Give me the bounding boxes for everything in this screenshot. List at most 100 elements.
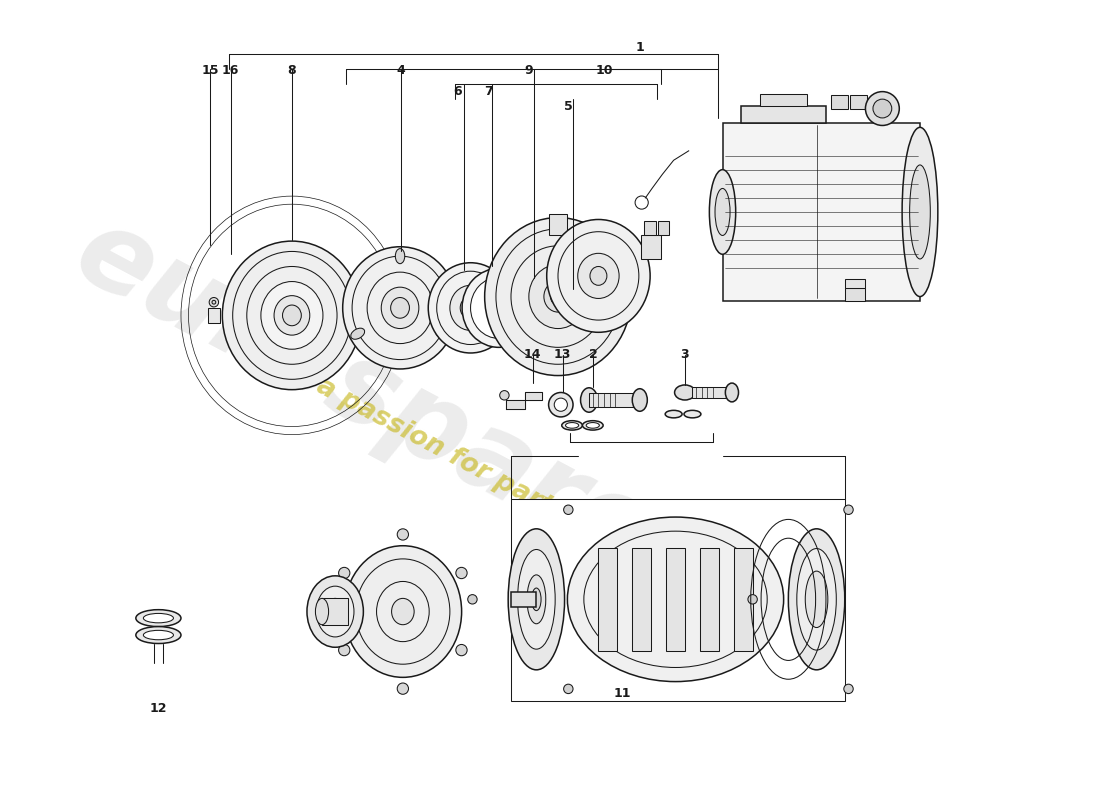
Circle shape (844, 505, 854, 514)
Ellipse shape (352, 256, 448, 359)
Ellipse shape (376, 582, 429, 642)
Ellipse shape (274, 296, 310, 335)
Circle shape (455, 567, 468, 578)
Ellipse shape (143, 614, 174, 623)
Ellipse shape (326, 598, 344, 625)
Text: 1: 1 (636, 41, 645, 54)
Ellipse shape (367, 272, 433, 343)
Ellipse shape (344, 546, 462, 678)
Ellipse shape (543, 281, 572, 312)
Text: 3: 3 (681, 348, 690, 362)
Text: 15: 15 (201, 65, 219, 78)
Bar (700, 548, 718, 651)
Ellipse shape (390, 298, 409, 318)
Text: 16: 16 (221, 65, 239, 78)
Text: 14: 14 (524, 348, 541, 362)
Ellipse shape (246, 266, 337, 364)
Ellipse shape (805, 571, 828, 627)
Ellipse shape (261, 282, 323, 350)
Circle shape (339, 645, 350, 656)
Ellipse shape (283, 305, 301, 326)
Ellipse shape (485, 218, 631, 375)
Bar (598, 548, 617, 651)
Ellipse shape (471, 278, 527, 338)
Bar (645, 222, 656, 234)
Circle shape (499, 390, 509, 400)
Ellipse shape (910, 165, 931, 259)
Ellipse shape (666, 410, 682, 418)
Ellipse shape (796, 549, 836, 650)
Ellipse shape (317, 586, 354, 637)
Ellipse shape (488, 297, 509, 319)
Bar (723, 122, 920, 302)
Bar (734, 548, 752, 651)
Bar (667, 548, 685, 651)
Ellipse shape (527, 575, 546, 624)
Ellipse shape (725, 383, 738, 402)
Ellipse shape (395, 249, 405, 264)
Circle shape (635, 196, 648, 209)
Circle shape (212, 300, 216, 304)
Ellipse shape (512, 246, 605, 347)
Ellipse shape (135, 626, 182, 643)
Text: 10: 10 (595, 65, 613, 78)
Bar (845, 288, 866, 302)
Circle shape (339, 567, 350, 578)
Bar (640, 234, 661, 259)
Bar (322, 598, 349, 625)
Ellipse shape (674, 385, 695, 400)
Circle shape (209, 298, 219, 307)
Bar (227, 298, 240, 308)
Circle shape (397, 683, 408, 694)
Ellipse shape (343, 246, 458, 369)
Circle shape (563, 505, 573, 514)
Ellipse shape (143, 630, 174, 640)
Ellipse shape (565, 422, 579, 428)
Text: a passion for parts since 1985: a passion for parts since 1985 (311, 373, 719, 606)
Ellipse shape (382, 287, 419, 329)
Circle shape (873, 99, 892, 118)
Ellipse shape (550, 288, 565, 305)
Bar (512, 592, 537, 607)
Ellipse shape (562, 421, 582, 430)
Text: 6: 6 (453, 85, 462, 98)
Ellipse shape (233, 251, 351, 379)
Ellipse shape (547, 219, 650, 332)
Ellipse shape (558, 232, 639, 320)
Ellipse shape (496, 229, 620, 364)
Circle shape (563, 684, 573, 694)
Ellipse shape (586, 422, 600, 428)
Circle shape (748, 594, 757, 604)
Ellipse shape (531, 588, 541, 610)
Bar (208, 308, 220, 323)
Ellipse shape (462, 268, 536, 347)
Ellipse shape (356, 559, 450, 664)
Bar (845, 278, 866, 288)
Circle shape (549, 393, 573, 417)
Ellipse shape (316, 598, 329, 625)
Bar (632, 548, 651, 651)
Circle shape (468, 594, 477, 604)
Ellipse shape (902, 127, 938, 297)
Circle shape (844, 684, 854, 694)
Ellipse shape (135, 610, 182, 626)
Ellipse shape (710, 170, 736, 254)
Bar (692, 387, 730, 398)
Circle shape (866, 92, 900, 126)
Ellipse shape (392, 598, 414, 625)
Ellipse shape (460, 297, 481, 319)
Text: 9: 9 (525, 65, 533, 78)
Circle shape (397, 529, 408, 540)
Ellipse shape (578, 254, 619, 298)
Bar (588, 394, 636, 406)
Ellipse shape (307, 576, 363, 647)
Ellipse shape (450, 286, 492, 330)
Circle shape (455, 645, 468, 656)
Bar (760, 94, 807, 106)
Ellipse shape (789, 529, 845, 670)
Ellipse shape (684, 410, 701, 418)
Ellipse shape (436, 328, 449, 339)
Ellipse shape (581, 388, 597, 412)
Ellipse shape (428, 262, 513, 353)
Ellipse shape (518, 550, 556, 649)
